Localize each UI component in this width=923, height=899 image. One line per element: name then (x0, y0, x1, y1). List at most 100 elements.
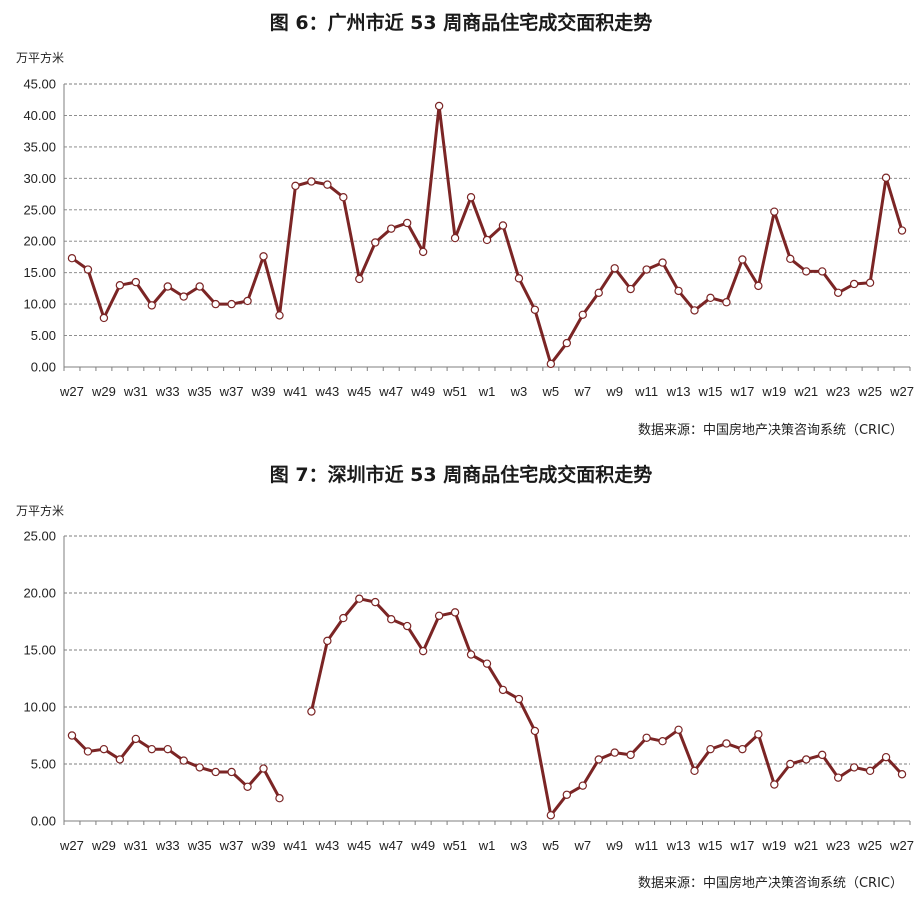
chart2-data-point (227, 767, 236, 777)
chart1-data-point (147, 301, 156, 310)
chart1-data-point (786, 254, 795, 264)
chart2-x-tick-label: w41 (283, 838, 308, 853)
chart1-data-point (227, 299, 236, 309)
chart1-data-point (849, 279, 859, 289)
chart1-x-tick-label: w19 (761, 384, 786, 399)
chart1-data-point (371, 238, 380, 247)
chart2-data-point (466, 650, 476, 659)
chart1-data-point (530, 305, 540, 314)
chart1-data-point (610, 264, 619, 273)
chart2-data-point (865, 766, 875, 776)
chart1-x-tick-label: w37 (219, 384, 244, 399)
chart2-x-tick-label: w39 (251, 838, 276, 853)
chart1-data-point (163, 282, 172, 291)
chart1-data-point (355, 274, 364, 284)
chart2-x-tick-label: w51 (442, 838, 467, 853)
chart2-x-tick-label: w27 (889, 838, 914, 853)
chart1-x-tick-label: w1 (478, 384, 496, 399)
chart2-data-point (706, 744, 715, 754)
chart1-y-tick-label: 15.00 (23, 265, 56, 280)
chart2-x-tick-label: w21 (793, 838, 818, 853)
chart1-x-tick-label: w17 (729, 384, 754, 399)
chart2-data-point (434, 611, 444, 621)
chart1-series-line (71, 104, 904, 366)
chart1-data-point (339, 192, 348, 202)
chart2-data-point (578, 781, 587, 790)
chart1-data-point (802, 267, 811, 276)
chart1-x-tick-label: w15 (698, 384, 723, 399)
chart1-data-point (450, 233, 460, 243)
chart2-x-tick-label: w5 (542, 838, 560, 853)
chart2-x-tick-label: w43 (314, 838, 339, 853)
chart1-x-tick-label: w9 (605, 384, 623, 399)
chart1-data-point (722, 298, 731, 307)
chart2-data-point (418, 646, 428, 656)
chart2-data-point (833, 773, 843, 782)
chart1-data-point (434, 101, 444, 111)
chart2-x-tick-label: w3 (510, 838, 528, 853)
chart2-x-tick-label: w37 (219, 838, 244, 853)
chart1-data-point (690, 306, 699, 315)
chart2-data-point (770, 780, 779, 789)
chart2-data-point (339, 613, 348, 623)
chart1-data-point (195, 282, 204, 291)
chart1-x-tick-label: w33 (155, 384, 180, 399)
chart2-data-point (83, 747, 93, 756)
chart1-data-point (291, 181, 300, 191)
chart1-data-point (514, 274, 524, 283)
chart2-data-point (818, 750, 827, 760)
chart2-x-tick-label: w17 (729, 838, 754, 853)
chart2-y-tick-label: 0.00 (31, 814, 56, 829)
chart2-y-tick-label: 10.00 (23, 700, 56, 715)
chart1-y-tick-label: 35.00 (23, 139, 56, 154)
chart2-data-point (881, 752, 891, 762)
chart1-data-point (626, 284, 635, 294)
chart2-data-point (530, 726, 540, 736)
chart2-data-point (450, 608, 460, 617)
chart1-data-point (897, 226, 907, 235)
chart2-data-point (594, 755, 603, 764)
chart2-data-point (147, 744, 156, 754)
chart2-data-point (642, 733, 651, 742)
chart1-x-tick-label: w25 (857, 384, 882, 399)
chart1-data-point (211, 299, 220, 309)
chart1-x-tick-label: w31 (123, 384, 148, 399)
chart2-x-tick-label: w29 (91, 838, 116, 853)
chart1-data-point (738, 255, 747, 264)
chart2-data-point (482, 659, 492, 668)
chart2-x-tick-label: w49 (410, 838, 435, 853)
chart1-data-point (706, 293, 715, 303)
chart1-x-tick-label: w43 (314, 384, 339, 399)
chart2-x-tick-label: w25 (857, 838, 882, 853)
chart1-x-tick-label: w3 (510, 384, 528, 399)
chart2-x-tick-label: w27 (59, 838, 84, 853)
chart1-x-tick-label: w13 (666, 384, 691, 399)
chart1-y-tick-label: 0.00 (31, 360, 56, 375)
chart2-data-point (754, 730, 763, 739)
chart2-data-point (179, 756, 188, 765)
chart1-x-tick-label: w5 (542, 384, 560, 399)
chart1-x-tick-label: w49 (410, 384, 435, 399)
chart1-data-point (865, 278, 875, 287)
chart2-data-point (275, 794, 284, 803)
chart2-x-tick-label: w47 (378, 838, 403, 853)
chart2-data-point (402, 621, 412, 631)
chart1-data-point (67, 254, 77, 263)
chart1-x-tick-label: w27 (889, 384, 914, 399)
chart1-plot: 0.00 5.00 10.00 15.00 20.00 25.00 30.00 35.00 40… (23, 77, 913, 400)
chart1-x-tick-label: w27 (59, 384, 84, 399)
chart1-x-tick-label: w11 (634, 384, 658, 399)
chart1-data-point (83, 265, 93, 274)
chart1-data-point (770, 207, 779, 216)
chart2-x-tick-label: w45 (346, 838, 371, 853)
chart2-x-tick-label: w23 (825, 838, 850, 853)
chart1-data-point (642, 265, 651, 274)
chart1-y-tick-label: 10.00 (23, 297, 56, 312)
chart1-x-tick-label: w35 (187, 384, 212, 399)
chart2-data-point (371, 597, 380, 607)
chart2-title: 图 7：深圳市近 53 周商品住宅成交面积走势 (270, 463, 653, 486)
chart1-data-point (307, 177, 316, 186)
chart1-source: 数据来源：中国房地产决策咨询系统（CRIC） (638, 422, 903, 438)
chart1-x-tick-label: w29 (91, 384, 116, 399)
